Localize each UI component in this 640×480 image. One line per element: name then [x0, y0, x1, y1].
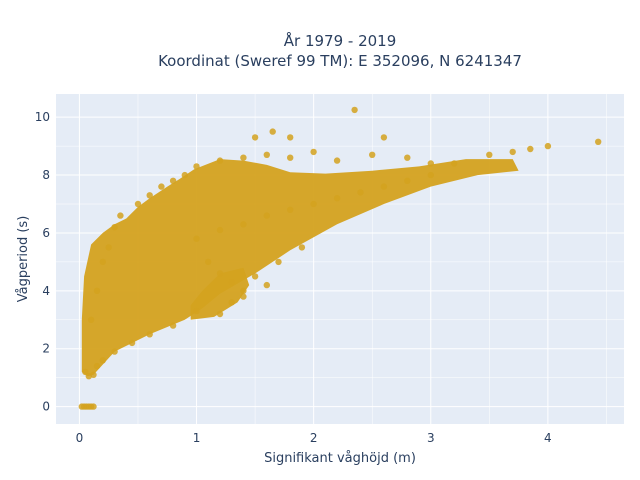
data-point	[216, 310, 224, 318]
x-axis-title: Signifikant våghöjd (m)	[264, 451, 416, 466]
data-point	[509, 148, 516, 156]
chart-title-line-1: År 1979 - 2019	[284, 31, 397, 50]
data-point	[216, 157, 224, 164]
data-point	[427, 171, 434, 179]
data-point	[216, 226, 224, 234]
data-point	[134, 200, 142, 208]
y-tick-label: 8	[42, 168, 50, 182]
data-point	[146, 192, 153, 199]
data-point	[287, 134, 294, 141]
y-tick-label: 2	[42, 342, 50, 356]
data-point	[228, 279, 235, 286]
data-point	[82, 368, 89, 376]
data-point	[275, 258, 282, 266]
y-tick-label: 4	[42, 284, 50, 298]
data-point	[87, 316, 95, 323]
data-point	[263, 151, 270, 158]
data-point	[404, 154, 411, 161]
data-point	[486, 151, 493, 158]
dense-cloud-main	[81, 159, 519, 377]
y-tick-label: 0	[42, 400, 50, 414]
data-point	[544, 142, 552, 150]
data-point	[93, 362, 101, 370]
data-point	[205, 258, 212, 266]
y-tick-label: 6	[42, 226, 50, 240]
data-point	[99, 357, 107, 364]
data-point	[298, 244, 306, 251]
data-point	[193, 235, 200, 242]
data-point	[99, 258, 107, 266]
data-point	[146, 331, 153, 338]
data-point	[380, 183, 388, 190]
data-point	[181, 171, 188, 179]
data-point	[169, 177, 177, 184]
data-point	[333, 195, 341, 202]
data-point	[240, 221, 247, 228]
data-points	[78, 106, 602, 410]
data-point	[451, 160, 458, 167]
data-point	[357, 189, 364, 196]
data-point	[310, 200, 317, 208]
data-point	[404, 177, 411, 184]
data-point	[111, 348, 118, 355]
x-tick-label: 2	[310, 431, 318, 445]
density-cloud	[81, 159, 519, 377]
data-point	[595, 138, 602, 145]
data-point	[193, 307, 200, 315]
data-point	[263, 212, 270, 219]
data-point	[158, 183, 165, 190]
x-axis-ticks: 0 1 2 3 4	[76, 431, 552, 445]
data-point	[251, 273, 259, 280]
data-point	[251, 134, 259, 141]
x-tick-label: 3	[427, 431, 435, 445]
data-point	[90, 371, 97, 378]
data-point	[333, 157, 341, 164]
data-point	[287, 154, 294, 161]
chart-title-line-2: Koordinat (Sweref 99 TM): E 352096, N 62…	[158, 52, 522, 70]
data-point	[228, 299, 235, 306]
data-point	[240, 287, 247, 294]
data-point	[93, 287, 101, 294]
y-axis-title: Vågperiod (s)	[16, 216, 31, 303]
data-point	[287, 206, 294, 213]
data-point	[351, 106, 358, 114]
data-point	[310, 148, 317, 156]
data-point	[90, 403, 97, 410]
data-point	[216, 270, 224, 277]
x-tick-label: 1	[193, 431, 201, 445]
data-point	[169, 322, 177, 329]
data-point	[193, 163, 200, 170]
data-point	[111, 224, 118, 231]
dense-cloud-lower	[190, 267, 250, 320]
y-axis-ticks: 0 2 4 6 8 10	[35, 110, 50, 413]
data-point	[263, 281, 270, 289]
data-point	[369, 151, 376, 158]
data-point	[240, 154, 247, 161]
data-point	[269, 128, 276, 135]
x-tick-label: 0	[76, 431, 84, 445]
data-point	[240, 293, 247, 300]
data-point	[380, 134, 388, 141]
data-point	[105, 244, 112, 251]
data-point	[117, 212, 124, 219]
x-tick-label: 4	[544, 431, 552, 445]
data-point	[527, 145, 534, 153]
data-point	[128, 339, 136, 347]
data-point	[427, 160, 434, 167]
y-tick-label: 10	[35, 110, 50, 124]
